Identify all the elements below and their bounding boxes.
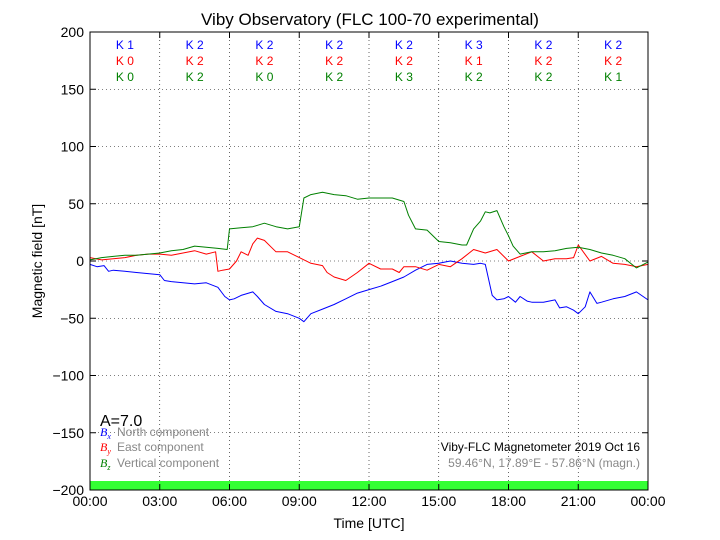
series-line-east: [89, 237, 649, 281]
legend-subscript-vertical: z: [106, 463, 111, 472]
grid: [90, 32, 648, 490]
legend-label-north: North component: [117, 425, 210, 439]
y-tick-label: 0: [76, 253, 84, 269]
k-index-north: K 3: [465, 38, 483, 52]
k-index-vertical: K 2: [325, 70, 343, 84]
k-index-north: K 2: [604, 38, 622, 52]
y-tick-label: −100: [52, 368, 84, 384]
x-tick-label: 21:00: [561, 493, 596, 509]
series-line-vertical: [89, 191, 649, 269]
x-tick-label: 09:00: [282, 493, 317, 509]
x-tick-label: 03:00: [142, 493, 177, 509]
legend-item-north: Bx North component: [100, 425, 210, 441]
legend-subscript-east: y: [106, 447, 111, 456]
k-index-north: K 1: [116, 38, 134, 52]
a-index-label: A=7.0: [100, 413, 142, 430]
y-tick-label: −150: [52, 425, 84, 441]
k-index-vertical: K 2: [534, 70, 552, 84]
station-info-line2: 59.46°N, 17.89°E - 57.86°N (magn.): [448, 456, 640, 470]
x-tick-label: 06:00: [212, 493, 247, 509]
k-index-vertical: K 0: [255, 70, 273, 84]
y-axis-label: Magnetic field [nT]: [29, 204, 45, 318]
k-index-vertical: K 2: [186, 70, 204, 84]
series-line-north: [89, 260, 649, 323]
y-tick-label: 50: [68, 196, 84, 212]
axes: 00:00 03:00 06:00 09:00 12:00 15:00 18:00 21:00…: [52, 24, 665, 509]
x-tick-label: 18:00: [491, 493, 526, 509]
k-index-east: K 2: [604, 54, 622, 68]
k-index-vertical: K 1: [604, 70, 622, 84]
station-info-line1: Viby-FLC Magnetometer 2019 Oct 16: [441, 440, 641, 454]
y-tick-label: −200: [52, 482, 84, 498]
k-index-east: K 2: [186, 54, 204, 68]
chart-title: Viby Observatory (FLC 100-70 experimenta…: [201, 10, 539, 29]
legend-item-vertical: Bz Vertical component: [100, 456, 220, 472]
y-tick-label: −50: [60, 310, 84, 326]
k-index-east: K 2: [325, 54, 343, 68]
legend-label-east: East component: [117, 440, 204, 454]
legend-symbol-north: Bx: [100, 425, 111, 441]
series-layer: [89, 191, 649, 323]
y-tick-label: 100: [61, 139, 85, 155]
k-index-north: K 2: [395, 38, 413, 52]
x-tick-label: 12:00: [351, 493, 386, 509]
k-index-north: K 2: [186, 38, 204, 52]
legend-symbol-east: By: [100, 440, 111, 456]
x-tick-label: 00:00: [72, 493, 107, 509]
k-index-vertical: K 0: [116, 70, 134, 84]
x-tick-label: 15:00: [421, 493, 456, 509]
x-axis-label: Time [UTC]: [333, 515, 404, 531]
k-index-north: K 2: [534, 38, 552, 52]
legend-symbol-vertical: Bz: [100, 456, 111, 472]
k-index-north: K 2: [325, 38, 343, 52]
x-tick-label: 00:00: [630, 493, 665, 509]
k-index-vertical: K 2: [465, 70, 483, 84]
k-index-east: K 0: [116, 54, 134, 68]
legend-label-vertical: Vertical component: [117, 456, 220, 470]
k-index-north: K 2: [255, 38, 273, 52]
y-tick-label: 150: [61, 81, 85, 97]
legend-item-east: By East component: [100, 440, 204, 456]
k-index-east: K 2: [395, 54, 413, 68]
y-tick-label: 200: [61, 24, 85, 40]
legend: Bx North component By East component Bz …: [100, 425, 220, 472]
k-index-vertical: K 3: [395, 70, 413, 84]
k-index-east: K 1: [465, 54, 483, 68]
k-index-east: K 2: [534, 54, 552, 68]
k-index-east: K 2: [255, 54, 273, 68]
k-index-table: K 1 K 0 K 0 K 2 K 2 K 2 K 2 K 2 K 0 K 2 K 2 K 2 K 2 K…: [116, 38, 623, 84]
legend-subscript-north: x: [106, 432, 111, 441]
